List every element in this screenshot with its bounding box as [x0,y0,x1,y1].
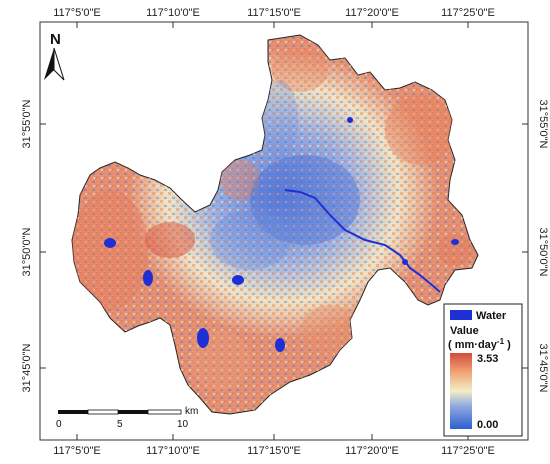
lon-label-bottom: 117°10'0"E [146,445,200,457]
longitude-labels-top: 117°5'0"E 117°10'0"E 117°15'0"E 117°20'0"E 1… [53,7,495,28]
lat-label-left: 31°45'0"N [21,343,33,392]
lon-label-top: 117°5'0"E [53,7,101,19]
scale-bar: 0 5 10 km [56,406,198,430]
legend: Water Value ( mm·day-1 ) 3.53 0.00 [443,303,523,437]
lat-label-left: 31°50'0"N [21,227,33,276]
lon-label-top: 117°15'0"E [247,7,301,19]
water-swatch [450,310,472,320]
lon-label-bottom: 117°25'0"E [441,445,495,457]
water-legend-label: Water [476,310,507,322]
north-arrow-icon [44,48,54,80]
lon-label-bottom: 117°15'0"E [247,445,301,457]
legend-max-label: 3.53 [477,353,498,365]
lon-label-top: 117°10'0"E [146,7,200,19]
lat-label-right: 31°45'0"N [537,344,549,393]
color-ramp [450,353,472,429]
north-label: N [50,31,61,48]
scale-label-0: 0 [56,419,62,430]
lon-label-top: 117°25'0"E [441,7,495,19]
lat-label-right: 31°55'0"N [537,100,549,149]
map-frame [39,21,529,441]
scale-unit: km [185,406,198,417]
north-arrow: N [44,31,65,81]
lon-label-top: 117°20'0"E [345,7,399,19]
legend-min-label: 0.00 [477,419,498,431]
lat-label-right: 31°50'0"N [537,228,549,277]
lon-label-bottom: 117°5'0"E [53,445,101,457]
lat-label-left: 31°55'0"N [21,99,33,148]
legend-value-unit: ( mm·day-1 ) [448,337,511,351]
lon-label-bottom: 117°20'0"E [345,445,399,457]
legend-value-title: Value [450,325,479,337]
scale-label-10: 10 [177,419,189,430]
longitude-labels-bottom: 117°5'0"E 117°10'0"E 117°15'0"E 117°20'0"E 1… [53,434,495,457]
scale-label-5: 5 [117,419,123,430]
latitude-labels-left: 31°55'0"N 31°50'0"N 31°45'0"N [21,99,46,392]
latitude-labels-right: 31°55'0"N 31°50'0"N 31°45'0"N [522,100,549,393]
